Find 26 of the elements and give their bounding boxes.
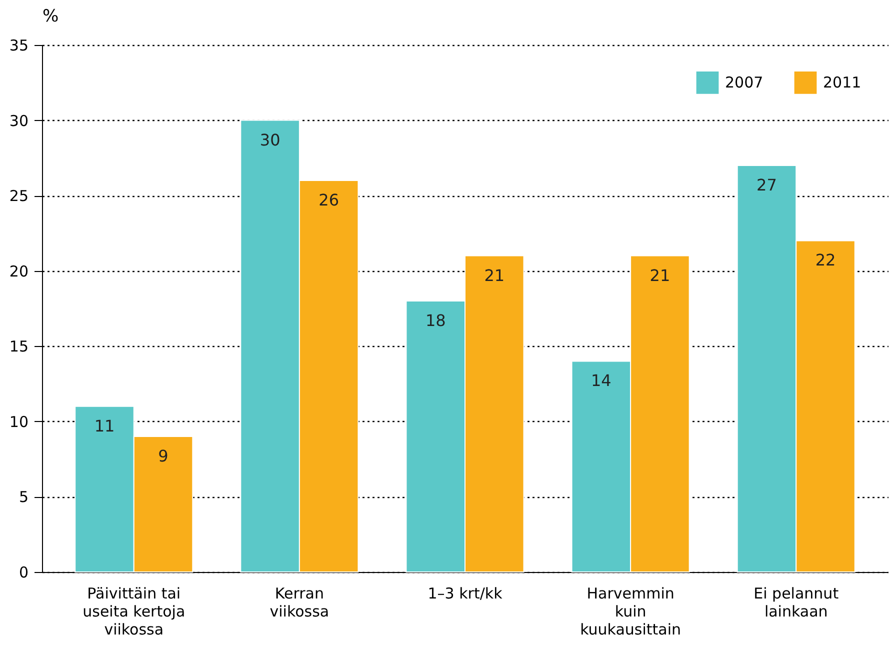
- y-tick-label: 5: [18, 488, 28, 506]
- x-tick-label: Ei pelannut lainkaan: [754, 584, 839, 620]
- data-label: 21: [650, 266, 670, 285]
- data-label: 9: [158, 446, 168, 466]
- y-tick-label: 10: [9, 412, 28, 431]
- legend-label: 2007: [725, 74, 764, 92]
- x-tick-label: 1–3 krt/kk: [428, 584, 503, 602]
- y-tick-label: 30: [9, 112, 28, 130]
- x-tick-label: Harvemmin kuin kuukausittain: [580, 584, 682, 638]
- y-tick-label: 35: [9, 36, 28, 54]
- data-label: 18: [425, 310, 446, 330]
- data-label: 21: [484, 266, 505, 285]
- data-label: 14: [590, 371, 612, 390]
- x-tick-label: Kerran viikossa: [270, 584, 330, 620]
- y-tick-label: 15: [9, 338, 28, 356]
- data-label: 30: [260, 130, 280, 150]
- y-tick-label: 0: [18, 564, 28, 582]
- data-label: 27: [756, 175, 777, 194]
- y-tick-label: 25: [9, 187, 28, 206]
- data-label: 22: [815, 250, 836, 270]
- legend-label: 2011: [823, 74, 862, 92]
- x-tick-label: Päivittäin tai useita kertoja viikossa: [82, 584, 186, 638]
- data-label: 26: [318, 190, 340, 210]
- data-label: 11: [94, 416, 115, 436]
- y-tick-label: 20: [9, 262, 28, 280]
- y-axis-title: %: [42, 6, 59, 26]
